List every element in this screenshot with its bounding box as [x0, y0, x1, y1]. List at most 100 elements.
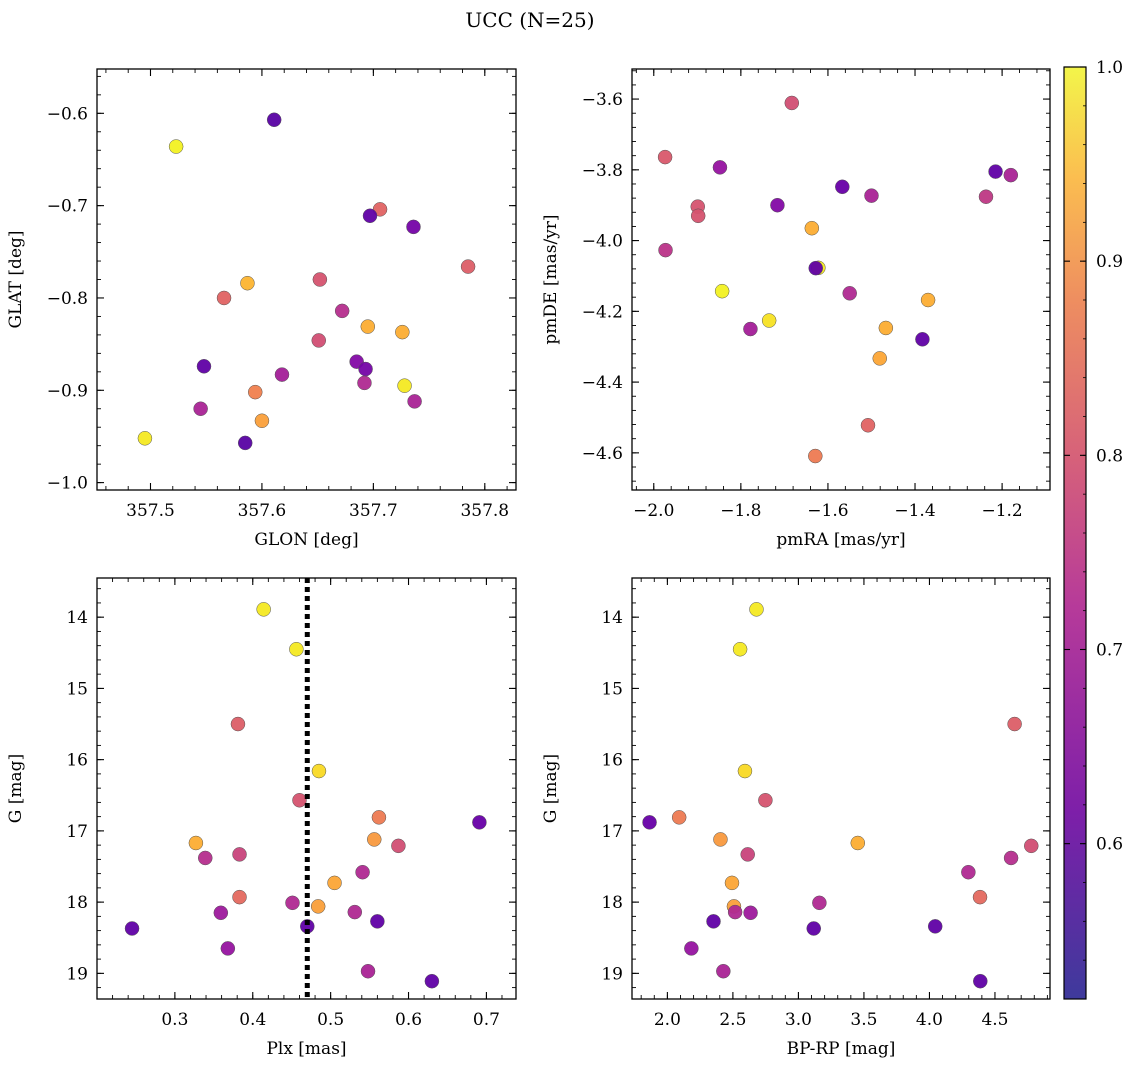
scatter-point — [124, 921, 140, 936]
y-axis-label: GLAT [deg] — [6, 230, 26, 328]
y-tick-label: 16 — [66, 751, 88, 771]
scatter-point — [927, 919, 943, 934]
x-tick-label: 357.6 — [238, 501, 287, 521]
scatter-point — [334, 303, 350, 319]
y-tick-label: 18 — [601, 893, 623, 913]
scatter-point — [193, 401, 208, 417]
scatter-point — [397, 378, 412, 393]
colorbar-tick-label: 1.0 — [1096, 58, 1123, 78]
x-tick-label: −1.6 — [807, 501, 848, 521]
axes-frame — [96, 68, 517, 491]
scatter-point — [872, 351, 888, 366]
scatter-point — [311, 763, 327, 779]
scatter-point — [727, 904, 743, 920]
y-tick-label: −3.8 — [582, 161, 623, 181]
panel-pmra-pmde: −2.0 −1.8 −1.6 −1.4 −1.2 −3.6 −3.8 −4.0 −4.2 −4.4… — [541, 68, 1051, 550]
scatter-point — [657, 149, 673, 165]
scatter-point — [230, 716, 246, 732]
x-tick-label: 3.0 — [785, 1010, 812, 1030]
scatter-point — [358, 361, 373, 377]
scatter-point — [835, 179, 850, 195]
y-tick-label: −4.2 — [582, 302, 623, 322]
scatter-point — [961, 864, 976, 880]
scatter-point — [168, 139, 184, 154]
x-tick-label: 357.8 — [460, 501, 509, 521]
scatter-point — [1024, 838, 1039, 854]
y-tick-label: −0.8 — [47, 289, 88, 309]
x-axis-label: Plx [mas] — [266, 1039, 346, 1059]
scatter-point — [770, 197, 785, 213]
x-tick-label: 3.5 — [850, 1010, 877, 1030]
colorbar-tick-label: 0.8 — [1096, 446, 1123, 466]
scatter-point — [714, 283, 730, 299]
scatter-point — [237, 435, 253, 451]
scatter-point — [196, 359, 212, 374]
scatter-point — [812, 895, 827, 911]
y-tick-label: −4.6 — [582, 444, 623, 464]
scatter-point — [292, 793, 307, 808]
scatter-point — [920, 292, 936, 308]
panel-plx-g: 0.3 0.4 0.5 0.6 0.7 14 15 16 17 18 19 Plx [mas] G [m… — [6, 577, 517, 1059]
scatter-point — [1007, 716, 1022, 732]
scatter-point — [460, 259, 476, 274]
axes-frame — [631, 68, 1051, 491]
y-axis-label: pmDE [mas/yr] — [541, 214, 561, 344]
y-axis-label: G [mag] — [541, 754, 561, 823]
scatter-point — [804, 220, 820, 236]
scatter-point — [310, 899, 326, 914]
colorbar-tick-label: 0.6 — [1096, 835, 1123, 855]
scatter-point — [406, 219, 421, 235]
x-tick-label: 0.7 — [473, 1010, 500, 1030]
figure-title: UCC (N=25) — [465, 8, 594, 32]
x-tick-label: 0.6 — [395, 1010, 422, 1030]
y-tick-label: −1.0 — [47, 474, 88, 494]
x-tick-label: −1.8 — [720, 501, 761, 521]
scatter-point — [391, 838, 406, 854]
y-tick-label: 15 — [601, 679, 623, 699]
scatter-point — [712, 160, 728, 175]
panel-bprp-g: 2.0 2.5 3.0 3.5 4.0 4.5 14 15 16 17 18 19 BP-RP [mag… — [541, 577, 1051, 1059]
y-tick-label: 17 — [66, 822, 88, 842]
x-axis-label: GLON [deg] — [254, 530, 358, 550]
scatter-point — [724, 875, 740, 891]
x-tick-label: 0.3 — [161, 1010, 188, 1030]
scatter-point — [749, 602, 764, 617]
scatter-point — [842, 286, 857, 301]
y-tick-label: 19 — [601, 964, 623, 984]
scatter-point — [360, 963, 376, 979]
scatter-point — [864, 188, 879, 203]
x-axis-label: BP-RP [mag] — [787, 1039, 896, 1059]
axes-frame — [631, 577, 1051, 1000]
x-tick-label: 2.0 — [654, 1010, 681, 1030]
scatter-point — [216, 290, 232, 306]
colorbar: 0.6 0.7 0.8 0.9 1.0 — [1063, 58, 1123, 1000]
scatter-point — [367, 832, 382, 847]
scatter-point — [347, 904, 363, 920]
scatter-point — [311, 333, 327, 348]
x-tick-label: −1.2 — [981, 501, 1022, 521]
scatter-point — [972, 889, 988, 905]
colorbar-tick-label: 0.7 — [1096, 641, 1123, 661]
scatter-point — [137, 431, 153, 446]
scatter-point — [274, 367, 290, 382]
scatter-point — [713, 832, 728, 847]
y-tick-label: 19 — [66, 964, 88, 984]
scatter-point — [761, 313, 777, 328]
scatter-point — [198, 850, 213, 866]
scatter-point — [266, 112, 282, 128]
scatter-point — [232, 847, 247, 862]
y-tick-label: −0.6 — [47, 104, 88, 124]
scatter-point — [758, 793, 773, 808]
scatter-point — [213, 905, 229, 921]
scatter-point — [360, 319, 376, 334]
scatter-point — [808, 260, 823, 276]
y-tick-label: 17 — [601, 822, 623, 842]
x-tick-label: 4.0 — [916, 1010, 943, 1030]
scatter-point — [370, 914, 385, 929]
scatter-point — [740, 847, 755, 862]
x-axis-label: pmRA [mas/yr] — [776, 530, 905, 550]
y-tick-label: −4.0 — [582, 232, 623, 252]
x-tick-label: 357.5 — [126, 501, 175, 521]
scatter-point — [737, 763, 753, 779]
